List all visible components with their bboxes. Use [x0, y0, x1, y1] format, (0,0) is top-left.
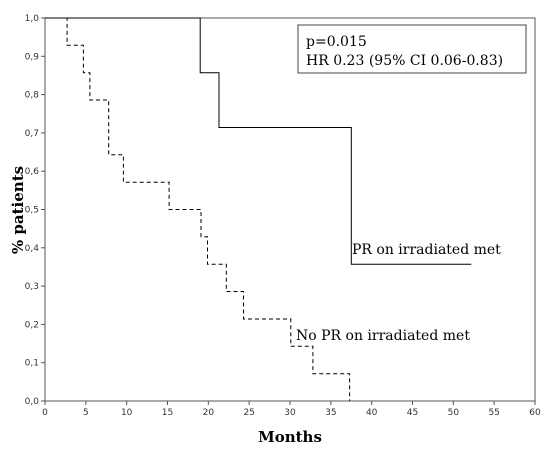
x-tick-label: 60: [529, 408, 541, 418]
x-axis-title: Months: [258, 428, 322, 446]
y-tick-label: 0,3: [25, 282, 39, 292]
x-tick-label: 55: [488, 408, 499, 418]
y-tick-label: 0,0: [25, 397, 40, 407]
stats-box-frame: [297, 24, 527, 74]
x-tick-label: 10: [121, 408, 133, 418]
y-tick-label: 0,7: [25, 129, 39, 139]
stats-p-value: p=0.015: [306, 34, 367, 50]
x-tick-label: 5: [83, 408, 89, 418]
stats-box: p=0.015 HR 0.23 (95% CI 0.06-0.83): [297, 24, 527, 74]
series-line-pr: [45, 17, 472, 265]
y-tick-label: 0,2: [25, 320, 39, 330]
x-tick-label: 15: [162, 408, 173, 418]
y-tick-label: 0,8: [25, 91, 40, 101]
stats-hazard-ratio: HR 0.23 (95% CI 0.06-0.83): [306, 53, 503, 69]
y-axis-ticks: 0,0 0,1 0,2 0,3 0,4 0,5 0,6 0,7 0,8 0,9 1,0: [25, 14, 45, 407]
y-tick-label: 0,6: [25, 167, 40, 177]
y-tick-label: 0,5: [25, 206, 39, 216]
x-tick-label: 45: [407, 408, 418, 418]
x-tick-label: 35: [325, 408, 336, 418]
x-tick-label: 20: [203, 408, 215, 418]
y-axis-title: % patients: [9, 166, 27, 254]
y-tick-label: 1,0: [25, 14, 40, 24]
series-label-no-pr: No PR on irradiated met: [296, 328, 470, 344]
y-tick-label: 0,9: [25, 52, 40, 62]
series-layer: [45, 17, 472, 401]
x-tick-label: 25: [243, 408, 254, 418]
x-axis-ticks: 0 5 10 15 20 25 30 35 40 45 50 55 60: [42, 401, 541, 418]
y-tick-label: 0,4: [25, 244, 40, 254]
x-tick-label: 50: [448, 408, 460, 418]
y-tick-label: 0,1: [25, 359, 39, 369]
series-label-pr: PR on irradiated met: [352, 242, 501, 258]
x-tick-label: 0: [42, 408, 48, 418]
x-tick-label: 40: [366, 408, 378, 418]
x-tick-label: 30: [284, 408, 296, 418]
